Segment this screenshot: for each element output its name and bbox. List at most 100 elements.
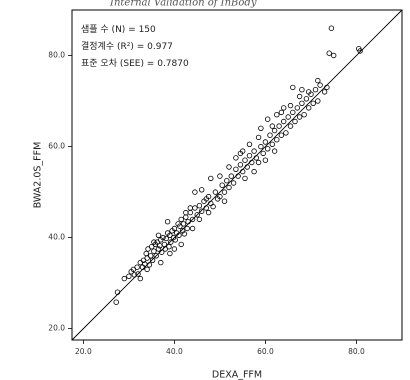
data-point [306,105,312,111]
data-point [163,235,169,242]
x-tick-label: 80.0 [348,347,365,356]
data-point [287,102,294,109]
data-point [205,209,212,216]
data-point [260,150,266,157]
data-point [281,118,287,125]
data-point [326,50,332,56]
data-point [178,216,184,223]
data-point [183,209,189,216]
data-point [221,198,228,204]
data-point [262,157,269,163]
data-point [290,109,296,116]
data-point [230,180,237,186]
data-point [287,123,294,129]
data-point [301,111,307,118]
data-point [126,273,132,279]
data-point [310,100,316,106]
data-point [113,299,119,305]
data-point [296,93,303,100]
data-point [235,173,241,179]
data-point [253,155,259,161]
data-point [312,86,319,93]
data-point [242,157,248,163]
identity-line [71,9,403,341]
data-point [271,148,278,154]
data-point [265,146,271,152]
data-point [217,193,223,200]
data-point [180,221,187,227]
data-point [255,134,262,141]
data-point [274,111,280,118]
data-point [255,159,262,166]
data-point [217,173,223,179]
data-point [290,84,296,91]
data-point [137,259,143,266]
x-axis-ticks: 20.0 40.0 60.0 80.0 [75,340,365,356]
data-point [181,231,188,237]
data-point [274,136,280,143]
data-point [258,143,264,150]
data-point [192,205,198,211]
data-point [192,189,198,195]
data-point [226,164,232,170]
data-point [317,82,323,88]
data-point [149,257,156,263]
data-point [249,159,255,166]
data-point [294,105,300,111]
data-point [212,189,219,195]
data-point [315,77,321,84]
data-point [219,182,225,188]
data-point [265,116,271,122]
data-point [178,241,184,248]
data-point [267,132,273,138]
data-point [196,216,203,223]
data-point [143,250,149,257]
data-point [171,225,178,232]
data-point [167,250,173,257]
data-point [196,202,203,209]
data-point [187,209,193,216]
data-point [324,84,330,91]
y-tick-label: 20.0 [48,324,65,333]
data-point [239,148,246,154]
y-tick-label: 60.0 [48,142,65,151]
annotation-see: 표준 오차 (SEE) = 0.7870 [81,57,189,69]
data-point [189,225,196,232]
data-point [185,218,191,225]
data-point [269,123,275,129]
data-point [155,232,162,238]
data-point [131,272,138,278]
data-point [198,208,205,214]
data-point [153,253,159,259]
data-point [183,214,189,220]
data-point [226,184,232,191]
plot-area [71,9,403,341]
data-point [233,166,239,172]
data-point [269,141,275,147]
data-point [147,253,154,259]
data-point [306,89,312,95]
data-point [224,177,230,184]
data-point [292,118,298,125]
data-point [251,148,257,154]
data-point [331,52,337,59]
data-point [144,266,150,273]
data-point [203,205,209,211]
data-point [172,237,178,243]
data-point [299,86,305,93]
data-point [187,205,193,211]
data-point [146,262,153,268]
data-point [285,114,291,120]
data-point [155,246,162,252]
data-point [296,114,303,120]
data-point [121,275,127,282]
data-point [151,248,157,254]
data-point [194,212,200,218]
data-point [276,123,282,129]
data-point [134,264,140,270]
data-point [242,175,248,182]
data-point [176,232,182,238]
data-point [246,152,253,159]
data-point [303,96,310,102]
